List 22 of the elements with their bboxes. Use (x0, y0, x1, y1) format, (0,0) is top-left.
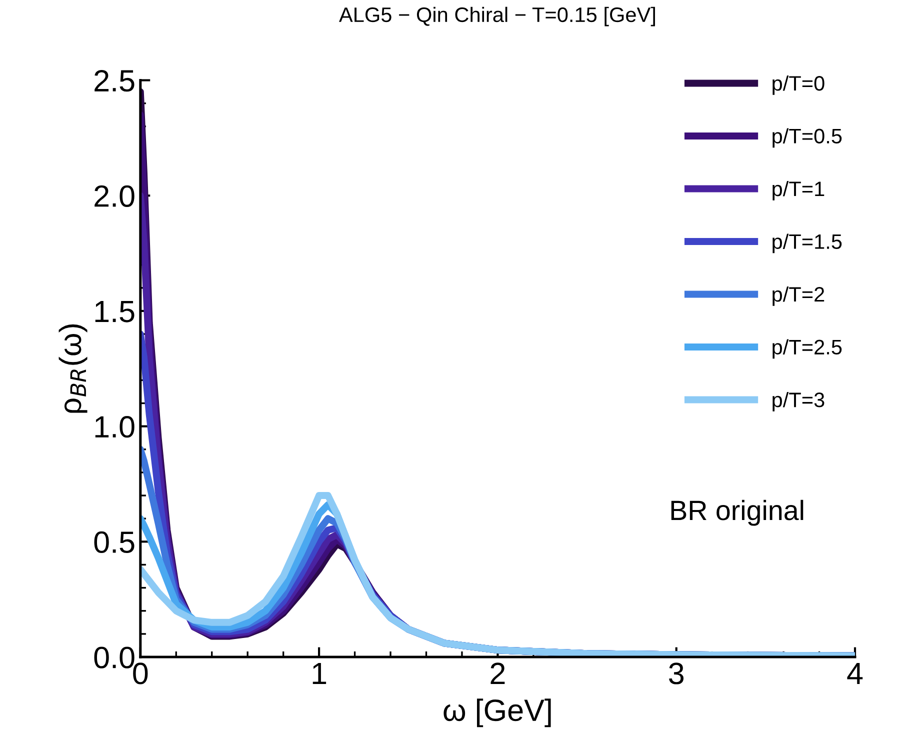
y-tick-label: 1.0 (95, 416, 134, 438)
legend-label: p/T=3 (772, 392, 824, 412)
y-tick-label: 2.5 (94, 70, 134, 92)
x-tick-label: 0 (133, 662, 148, 684)
x-tick-label: 3 (669, 662, 684, 684)
y-tick-label: 0.0 (94, 646, 134, 668)
y-axis-title: ρ$_{BR}$(ω) (58, 324, 88, 413)
legend-label: p/T=1.5 (772, 234, 842, 254)
legend-label: p/T=0 (772, 75, 824, 95)
legend-label: p/T=1 (772, 180, 824, 200)
x-tick-label: 2 (490, 662, 505, 684)
chart-title: ALG5 − Qin Chiral − T=0.15 [GeV] (338, 6, 655, 26)
x-axis-title: ω [GeV] (444, 698, 551, 728)
legend-label: p/T=0.5 (772, 128, 842, 148)
legend-label: p/T=2 (772, 286, 824, 306)
legend-label: p/T=2.5 (772, 339, 842, 359)
y-tick-label: 2.0 (94, 185, 134, 207)
annotation: BR original (671, 500, 804, 526)
x-tick-label: 1 (312, 662, 326, 684)
x-tick-label: 4 (847, 662, 863, 684)
y-tick-label: 1.5 (95, 301, 134, 322)
y-tick-label: 0.5 (94, 531, 134, 554)
